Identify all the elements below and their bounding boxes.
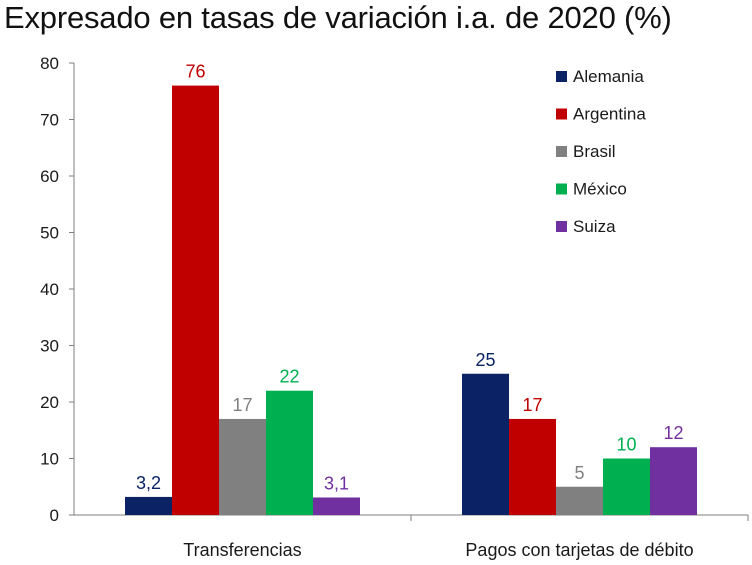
y-tick-label: 50: [40, 224, 59, 243]
bar-suiza-1: [313, 497, 360, 515]
data-label: 12: [663, 423, 683, 443]
data-label: 17: [232, 395, 252, 415]
legend-swatch: [556, 183, 567, 195]
legend-label: Brasil: [573, 142, 616, 161]
legend-swatch: [556, 146, 567, 157]
y-axis: 0 10 20 30 40 50 60 70 80: [40, 54, 75, 525]
bar-argentina-2: [509, 418, 556, 515]
data-labels: 3,2 76 17 22 3,1 25 17 5 10 12: [136, 62, 684, 494]
bar-mxico-1: [266, 390, 313, 515]
bar-brasil-2: [556, 486, 603, 515]
data-label: 22: [279, 367, 299, 387]
x-category-label: Pagos con tarjetas de débito: [465, 540, 693, 560]
data-label: 10: [616, 435, 636, 455]
data-label: 5: [574, 463, 584, 483]
y-tick-label: 30: [40, 337, 59, 356]
bar-brasil-1: [219, 418, 266, 515]
legend: Alemania Argentina Brasil México Suiza: [556, 67, 646, 236]
legend-label: Argentina: [573, 105, 646, 124]
y-tick-label: 40: [40, 280, 59, 299]
legend-swatch: [556, 71, 567, 82]
legend-swatch: [556, 221, 567, 232]
y-tick-label: 10: [40, 450, 59, 469]
y-tick-label: 60: [40, 167, 59, 186]
x-axis: Transferencias Pagos con tarjetas de débi…: [74, 514, 749, 560]
data-label: 17: [522, 395, 542, 415]
bars: [125, 85, 697, 515]
y-tick-label: 20: [40, 393, 59, 412]
data-label: 3,1: [324, 473, 349, 493]
y-tick-label: 0: [50, 506, 59, 525]
x-category-label: Transferencias: [183, 540, 301, 560]
legend-swatch: [556, 108, 567, 120]
data-label: 25: [475, 350, 495, 370]
bar-suiza-2: [650, 447, 697, 515]
bar-alemania-1: [125, 496, 172, 515]
legend-label: México: [573, 180, 627, 199]
data-label: 76: [185, 62, 205, 82]
data-label: 3,2: [136, 473, 161, 493]
bar-alemania-2: [462, 373, 509, 515]
legend-label: Alemania: [573, 67, 644, 86]
legend-label: Suiza: [573, 217, 616, 236]
chart-title: Expresado en tasas de variación i.a. de …: [4, 0, 672, 35]
y-tick-label: 70: [40, 111, 59, 130]
y-tick-label: 80: [40, 54, 59, 73]
bar-mxico-2: [603, 458, 650, 515]
bar-argentina-1: [172, 85, 219, 515]
